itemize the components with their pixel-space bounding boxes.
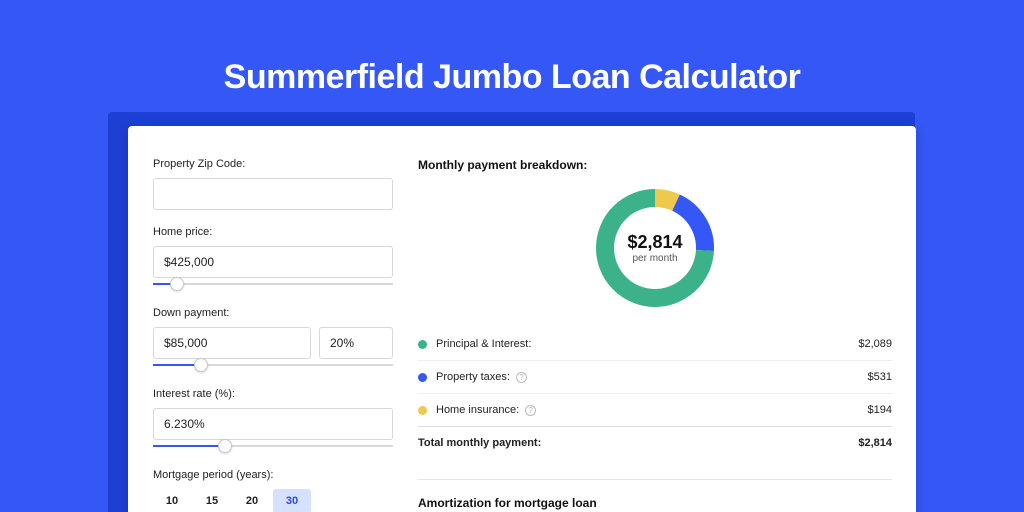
legend-value: $2,089 bbox=[858, 338, 892, 350]
total-label: Total monthly payment: bbox=[418, 437, 541, 449]
legend-row-principal: Principal & Interest: $2,089 bbox=[418, 328, 892, 360]
down-payment-slider[interactable] bbox=[153, 358, 393, 372]
amortization-section: Amortization for mortgage loan Amortizat… bbox=[418, 479, 892, 512]
legend-label: Property taxes: bbox=[436, 371, 510, 383]
zip-block: Property Zip Code: bbox=[153, 158, 418, 210]
legend-dot bbox=[418, 373, 427, 382]
period-option-15[interactable]: 15 bbox=[193, 489, 231, 512]
info-icon[interactable]: ? bbox=[516, 372, 527, 383]
donut-chart-wrap: $2,814 per month bbox=[418, 180, 892, 328]
legend-dot bbox=[418, 340, 427, 349]
home-price-slider[interactable] bbox=[153, 277, 393, 291]
period-option-20[interactable]: 20 bbox=[233, 489, 271, 512]
interest-rate-slider[interactable] bbox=[153, 439, 393, 453]
down-payment-percent-input[interactable] bbox=[319, 327, 393, 359]
legend-row-total: Total monthly payment: $2,814 bbox=[418, 426, 892, 459]
donut-center: $2,814 per month bbox=[593, 186, 717, 310]
period-option-10[interactable]: 10 bbox=[153, 489, 191, 512]
page-title: Summerfield Jumbo Loan Calculator bbox=[0, 0, 1024, 97]
slider-thumb[interactable] bbox=[170, 277, 184, 291]
legend-row-insurance: Home insurance: ? $194 bbox=[418, 393, 892, 426]
amortization-header: Amortization for mortgage loan bbox=[418, 496, 892, 510]
breakdown-header: Monthly payment breakdown: bbox=[418, 158, 892, 172]
slider-fill bbox=[153, 445, 225, 447]
down-payment-block: Down payment: bbox=[153, 307, 418, 372]
mortgage-period-options: 10 15 20 30 bbox=[153, 489, 418, 512]
home-price-label: Home price: bbox=[153, 226, 418, 238]
donut-amount: $2,814 bbox=[627, 232, 682, 253]
home-price-block: Home price: bbox=[153, 226, 418, 291]
down-payment-label: Down payment: bbox=[153, 307, 418, 319]
calculator-card: Property Zip Code: Home price: Down paym… bbox=[128, 126, 916, 512]
zip-label: Property Zip Code: bbox=[153, 158, 418, 170]
page-root: Summerfield Jumbo Loan Calculator Proper… bbox=[0, 0, 1024, 512]
legend-dot bbox=[418, 406, 427, 415]
breakdown-panel: Monthly payment breakdown: $2,814 per mo… bbox=[418, 126, 916, 512]
zip-input[interactable] bbox=[153, 178, 393, 210]
slider-track bbox=[153, 283, 393, 285]
mortgage-period-label: Mortgage period (years): bbox=[153, 469, 418, 481]
legend-value: $194 bbox=[868, 404, 892, 416]
home-price-input[interactable] bbox=[153, 246, 393, 278]
slider-thumb[interactable] bbox=[194, 358, 208, 372]
interest-rate-input[interactable] bbox=[153, 408, 393, 440]
period-option-30[interactable]: 30 bbox=[273, 489, 311, 512]
donut-sub: per month bbox=[632, 253, 677, 264]
donut-chart: $2,814 per month bbox=[593, 186, 717, 310]
slider-thumb[interactable] bbox=[218, 439, 232, 453]
interest-rate-block: Interest rate (%): bbox=[153, 388, 418, 453]
mortgage-period-block: Mortgage period (years): 10 15 20 30 bbox=[153, 469, 418, 512]
legend-label: Principal & Interest: bbox=[436, 338, 531, 350]
legend-row-taxes: Property taxes: ? $531 bbox=[418, 360, 892, 393]
info-icon[interactable]: ? bbox=[525, 405, 536, 416]
form-panel: Property Zip Code: Home price: Down paym… bbox=[128, 126, 418, 512]
legend-value: $531 bbox=[868, 371, 892, 383]
legend-label: Home insurance: bbox=[436, 404, 519, 416]
down-payment-amount-input[interactable] bbox=[153, 327, 311, 359]
total-value: $2,814 bbox=[858, 437, 892, 449]
interest-rate-label: Interest rate (%): bbox=[153, 388, 418, 400]
